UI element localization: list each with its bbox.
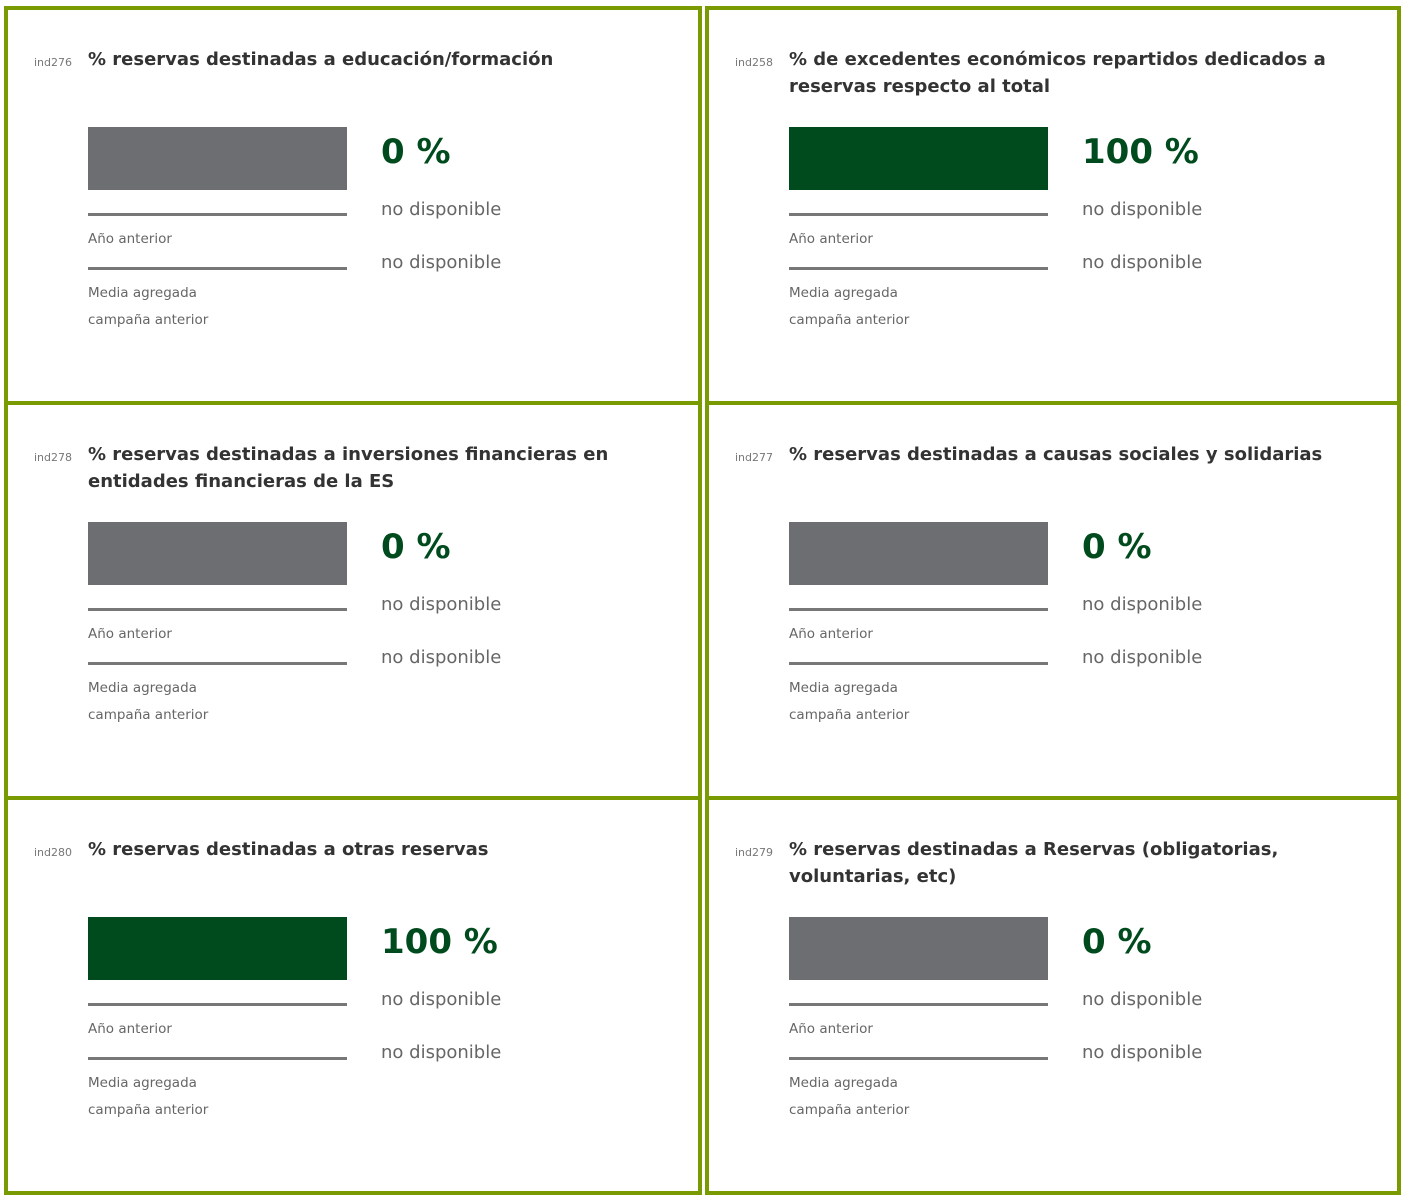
indicator-id: ind276 bbox=[34, 56, 73, 69]
value-label: 0 % bbox=[1082, 922, 1152, 962]
bar-track bbox=[88, 522, 347, 585]
rule bbox=[789, 1057, 1048, 1060]
average-label: Media agregada campaña anterior bbox=[789, 1075, 910, 1118]
average-label: Media agregada campaña anterior bbox=[88, 680, 209, 723]
previous-label: Año anterior bbox=[88, 1021, 172, 1037]
indicator-card: ind279 % reservas destinadas a Reservas (… bbox=[705, 796, 1401, 1195]
previous-value: no disponible bbox=[1082, 199, 1203, 220]
previous-label: Año anterior bbox=[88, 231, 172, 247]
bar-track bbox=[789, 522, 1048, 585]
indicator-id: ind278 bbox=[34, 451, 73, 464]
indicator-title: % reservas destinadas a educación/formac… bbox=[88, 49, 554, 70]
previous-value: no disponible bbox=[1082, 989, 1203, 1010]
value-label: 100 % bbox=[381, 922, 498, 962]
rule bbox=[88, 662, 347, 665]
bar-track bbox=[88, 917, 347, 980]
rule bbox=[88, 267, 347, 270]
previous-label: Año anterior bbox=[789, 1021, 873, 1037]
indicator-card: ind276 % reservas destinadas a educación/… bbox=[4, 6, 702, 405]
rule bbox=[789, 662, 1048, 665]
rule bbox=[789, 213, 1048, 216]
indicator-title: % reservas destinadas a causas sociales … bbox=[789, 444, 1323, 465]
average-label: Media agregada campaña anterior bbox=[88, 1075, 209, 1118]
indicator-card: ind277 % reservas destinadas a causas soc… bbox=[705, 401, 1401, 800]
bar-fill bbox=[789, 127, 1048, 190]
bar-fill bbox=[88, 917, 347, 980]
bar-track bbox=[789, 127, 1048, 190]
previous-label: Año anterior bbox=[88, 626, 172, 642]
indicator-card: ind280 % reservas destinadas a otras rese… bbox=[4, 796, 702, 1195]
indicator-id: ind280 bbox=[34, 846, 73, 859]
indicator-title: % de excedentes económicos repartidos de… bbox=[789, 49, 1326, 97]
previous-label: Año anterior bbox=[789, 231, 873, 247]
bar-track bbox=[88, 127, 347, 190]
rule bbox=[88, 608, 347, 611]
rule bbox=[88, 1003, 347, 1006]
indicator-title: % reservas destinadas a otras reservas bbox=[88, 839, 489, 860]
value-label: 0 % bbox=[381, 527, 451, 567]
indicator-title: % reservas destinadas a inversiones fina… bbox=[88, 444, 609, 492]
rule bbox=[789, 267, 1048, 270]
rule bbox=[88, 1057, 347, 1060]
average-value: no disponible bbox=[1082, 252, 1203, 273]
indicator-card: ind278 % reservas destinadas a inversione… bbox=[4, 401, 702, 800]
previous-value: no disponible bbox=[381, 594, 502, 615]
average-label: Media agregada campaña anterior bbox=[88, 285, 209, 328]
rule bbox=[789, 1003, 1048, 1006]
indicator-title: % reservas destinadas a Reservas (obliga… bbox=[789, 839, 1279, 887]
indicator-id: ind258 bbox=[735, 56, 774, 69]
previous-value: no disponible bbox=[1082, 594, 1203, 615]
average-value: no disponible bbox=[1082, 1042, 1203, 1063]
bar-track bbox=[789, 917, 1048, 980]
average-label: Media agregada campaña anterior bbox=[789, 285, 910, 328]
previous-label: Año anterior bbox=[789, 626, 873, 642]
average-value: no disponible bbox=[381, 1042, 502, 1063]
indicator-id: ind279 bbox=[735, 846, 774, 859]
value-label: 0 % bbox=[1082, 527, 1152, 567]
value-label: 100 % bbox=[1082, 132, 1199, 172]
previous-value: no disponible bbox=[381, 989, 502, 1010]
indicator-card: ind258 % de excedentes económicos reparti… bbox=[705, 6, 1401, 405]
value-label: 0 % bbox=[381, 132, 451, 172]
rule bbox=[789, 608, 1048, 611]
average-value: no disponible bbox=[381, 252, 502, 273]
indicator-id: ind277 bbox=[735, 451, 774, 464]
average-value: no disponible bbox=[381, 647, 502, 668]
average-label: Media agregada campaña anterior bbox=[789, 680, 910, 723]
rule bbox=[88, 213, 347, 216]
previous-value: no disponible bbox=[381, 199, 502, 220]
average-value: no disponible bbox=[1082, 647, 1203, 668]
